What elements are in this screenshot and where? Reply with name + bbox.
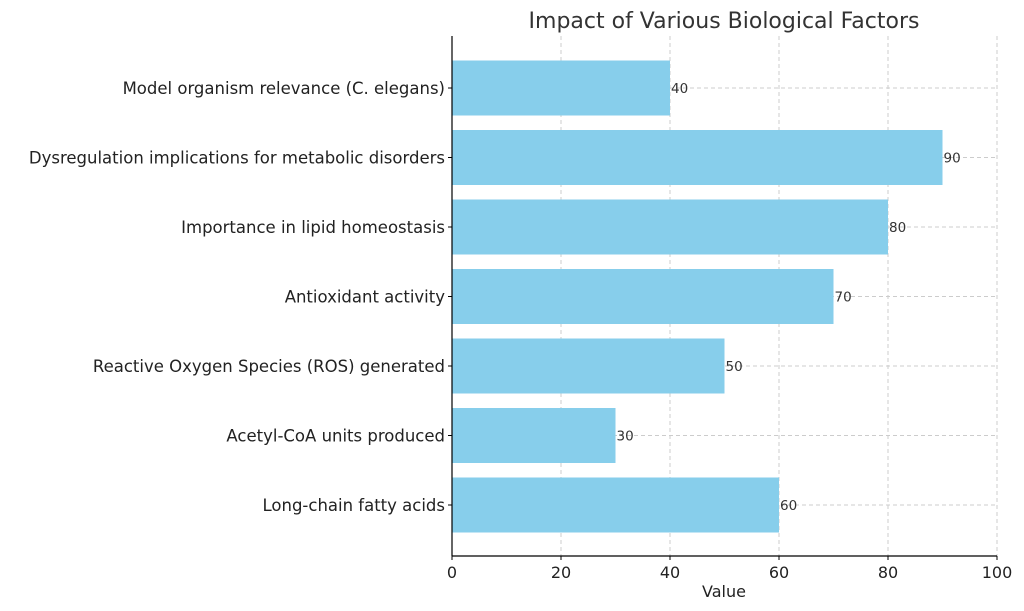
category-label: Antioxidant activity — [285, 288, 446, 307]
category-label: Importance in lipid homeostasis — [181, 218, 445, 237]
bar — [452, 477, 779, 533]
bar-value-label: 80 — [889, 220, 906, 236]
x-axis-label: Value — [702, 582, 746, 601]
bar — [452, 130, 943, 185]
category-labels: Model organism relevance (C. elegans) Dys… — [29, 79, 445, 515]
category-label: Acetyl-CoA units produced — [226, 427, 445, 446]
axes — [448, 36, 998, 560]
value-labels: 40 90 80 70 50 30 60 — [617, 81, 961, 514]
chart-title: Impact of Various Biological Factors — [529, 9, 920, 34]
bar — [452, 199, 888, 255]
bar-value-label: 30 — [617, 429, 634, 445]
category-label: Long-chain fatty acids — [262, 496, 445, 515]
bar-value-label: 50 — [726, 359, 743, 375]
x-tick-label: 100 — [982, 563, 1013, 582]
bars — [452, 60, 943, 533]
bar-value-label: 40 — [671, 81, 688, 97]
category-label: Reactive Oxygen Species (ROS) generated — [93, 357, 445, 376]
bar-value-label: 70 — [835, 290, 852, 306]
bar — [452, 408, 616, 463]
x-tick-label: 0 — [447, 563, 457, 582]
x-tick-label: 40 — [660, 563, 680, 582]
category-label: Model organism relevance (C. elegans) — [123, 79, 445, 98]
category-label: Dysregulation implications for metabolic… — [29, 149, 445, 168]
x-tick-label: 60 — [769, 563, 789, 582]
x-tick-label: 20 — [551, 563, 571, 582]
bar-value-label: 60 — [780, 498, 797, 514]
bar-value-label: 90 — [944, 151, 961, 167]
bar — [452, 60, 670, 116]
bar — [452, 269, 834, 324]
x-tick-label: 80 — [878, 563, 898, 582]
x-tick-labels: 0 20 40 60 80 100 — [447, 563, 1012, 582]
bar — [452, 338, 725, 394]
